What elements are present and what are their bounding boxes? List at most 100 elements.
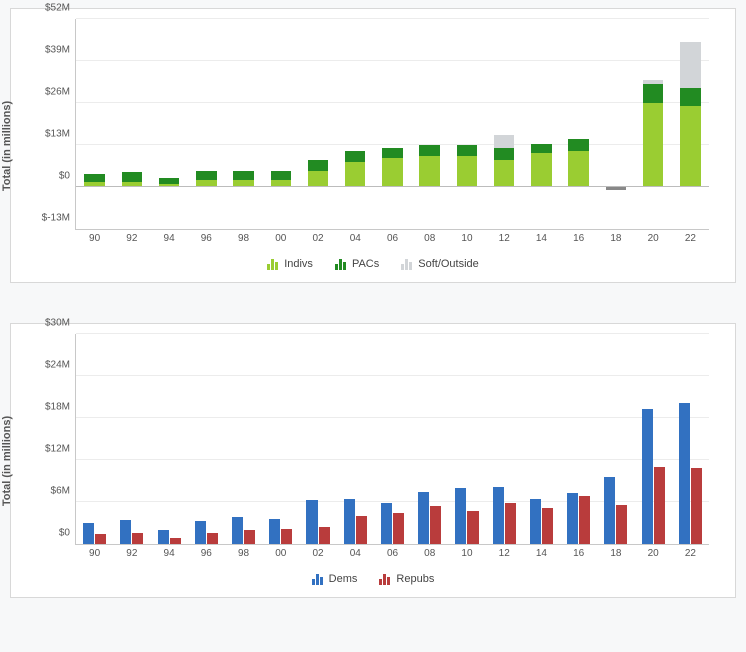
x-tick-label: 12 [499, 544, 510, 559]
bar-dems-22 [679, 403, 690, 544]
seg-soft [680, 42, 700, 87]
bar-14 [531, 144, 551, 187]
bar-repubs-20 [654, 467, 665, 544]
seg-indivs [382, 158, 402, 187]
chart2-plot: $0$6M$12M$18M$24M$30M9092949698000204060… [75, 334, 709, 545]
x-tick-label: 04 [350, 229, 361, 244]
x-tick-label: 98 [238, 229, 249, 244]
bar-92 [122, 172, 142, 187]
bar-dems-14 [530, 499, 541, 545]
x-tick-label: 20 [648, 229, 659, 244]
seg-pacs [196, 171, 216, 180]
y-tick-label: $6M [51, 486, 76, 497]
bar-dems-96 [195, 521, 206, 544]
bar-dems-04 [344, 499, 355, 545]
group-20 [642, 334, 665, 544]
chart2-legend: Dems Repubs [11, 563, 735, 597]
bar-repubs-22 [691, 468, 702, 544]
x-tick-label: 16 [573, 544, 584, 559]
group-16 [567, 334, 590, 544]
seg-soft [494, 135, 514, 148]
y-tick-label: $0 [59, 528, 76, 539]
legend-item-soft[interactable]: Soft/Outside [401, 258, 479, 270]
bar-repubs-10 [467, 511, 478, 544]
bar-22 [680, 42, 700, 187]
x-tick-label: 94 [164, 544, 175, 559]
x-tick-label: 18 [610, 229, 621, 244]
x-tick-label: 18 [610, 544, 621, 559]
chart2-bars [76, 334, 709, 544]
y-tick-label: $0 [59, 171, 76, 182]
legend-item-repubs[interactable]: Repubs [379, 573, 434, 585]
y-tick-label: $13M [45, 129, 76, 140]
chart1-y-title: Total (in millions) [1, 100, 13, 190]
x-tick-label: 10 [461, 544, 472, 559]
x-tick-label: 14 [536, 229, 547, 244]
legend-item-pacs[interactable]: PACs [335, 258, 379, 270]
x-tick-label: 00 [275, 544, 286, 559]
y-tick-label: $52M [45, 3, 76, 14]
bar-16 [568, 139, 588, 187]
chart2-y-title: Total (in millions) [1, 415, 13, 505]
seg-indivs [568, 151, 588, 187]
bar-00 [271, 171, 291, 187]
x-tick-label: 00 [275, 229, 286, 244]
group-12 [493, 334, 516, 544]
x-tick-label: 90 [89, 229, 100, 244]
group-18 [604, 334, 627, 544]
x-tick-label: 12 [499, 229, 510, 244]
group-22 [679, 334, 702, 544]
chart1-bars [76, 19, 709, 229]
chart1-plot-wrap: $-13M$0$13M$26M$39M$52M90929496980002040… [11, 9, 735, 248]
x-tick-label: 04 [350, 544, 361, 559]
bar-repubs-16 [579, 496, 590, 544]
bar-repubs-92 [132, 533, 143, 544]
bar-dems-18 [604, 477, 615, 544]
seg-pacs [271, 171, 291, 180]
group-06 [381, 334, 404, 544]
bar-dems-98 [232, 517, 243, 544]
bar-12 [494, 135, 514, 187]
x-tick-label: 06 [387, 229, 398, 244]
bar-10 [457, 145, 477, 187]
bar-repubs-18 [616, 505, 627, 544]
y-tick-label: $30M [45, 318, 76, 329]
bar-repubs-02 [319, 527, 330, 544]
x-tick-label: 14 [536, 544, 547, 559]
group-94 [158, 334, 181, 544]
chart-source-stacked: Total (in millions) $-13M$0$13M$26M$39M$… [10, 8, 736, 283]
bar-dems-10 [455, 488, 466, 544]
y-tick-label: $18M [45, 402, 76, 413]
legend-item-dems[interactable]: Dems [312, 573, 358, 585]
bar-dems-12 [493, 487, 504, 544]
bar-repubs-08 [430, 506, 441, 545]
bar-neg-18 [606, 187, 626, 190]
bar-dems-02 [306, 500, 317, 544]
bar-dems-08 [418, 492, 429, 545]
seg-indivs [419, 156, 439, 187]
legend-label: PACs [352, 258, 379, 270]
chart2-plot-wrap: $0$6M$12M$18M$24M$30M9092949698000204060… [11, 324, 735, 563]
legend-item-indivs[interactable]: Indivs [267, 258, 313, 270]
bar-04 [345, 151, 365, 187]
seg-pacs [345, 151, 365, 162]
x-tick-label: 96 [201, 229, 212, 244]
seg-pacs [531, 144, 551, 154]
bar-dems-90 [83, 523, 94, 544]
seg-pacs [419, 145, 439, 156]
seg-indivs [680, 106, 700, 187]
chart1-plot: $-13M$0$13M$26M$39M$52M90929496980002040… [75, 19, 709, 230]
x-tick-label: 96 [201, 544, 212, 559]
x-tick-label: 90 [89, 544, 100, 559]
bar-repubs-90 [95, 534, 106, 544]
x-tick-label: 10 [461, 229, 472, 244]
group-08 [418, 334, 441, 544]
x-tick-label: 02 [312, 229, 323, 244]
group-90 [83, 334, 106, 544]
y-tick-label: $12M [45, 444, 76, 455]
x-tick-label: 06 [387, 544, 398, 559]
x-tick-label: 08 [424, 544, 435, 559]
group-04 [344, 334, 367, 544]
group-92 [120, 334, 143, 544]
bar-repubs-12 [505, 503, 516, 544]
